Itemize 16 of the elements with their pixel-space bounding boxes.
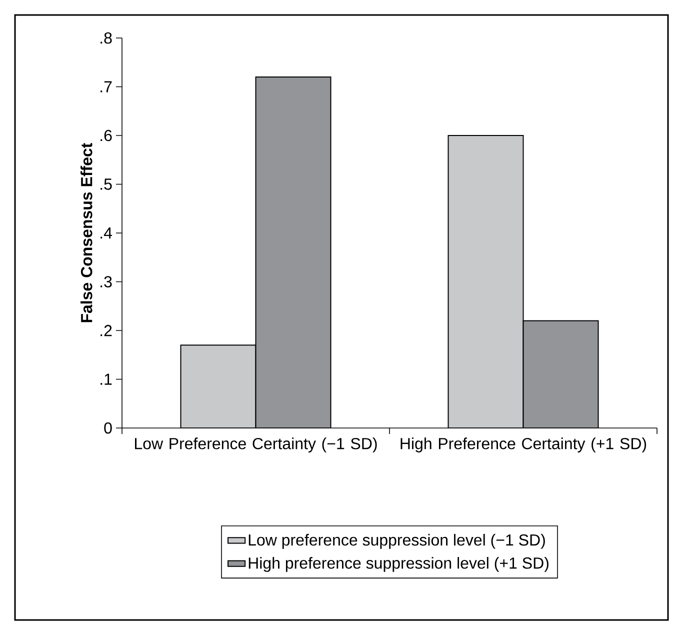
y-tick-label: .4 <box>100 227 112 239</box>
legend-label: Low preference suppression level (−1 SD) <box>248 534 545 549</box>
y-tick-label: .5 <box>100 178 112 190</box>
x-tick-label: High Preference Certainty (+1 SD) <box>400 438 646 452</box>
y-axis-title: False Consensus Effect <box>80 142 92 322</box>
y-tick-label: .7 <box>100 81 112 92</box>
x-tick-label: Low Preference Certainty (−1 SD) <box>135 438 377 452</box>
bar <box>448 135 524 428</box>
y-tick-label: .3 <box>100 276 112 288</box>
y-tick-label: .1 <box>100 374 112 385</box>
bar <box>180 344 256 428</box>
y-tick-label: .2 <box>100 324 112 336</box>
y-tick-label: .6 <box>100 130 112 142</box>
y-tick-label: 0 <box>104 422 112 434</box>
legend-label: High preference suppression level (+1 SD) <box>248 556 548 572</box>
y-tick-label: .8 <box>100 32 112 44</box>
